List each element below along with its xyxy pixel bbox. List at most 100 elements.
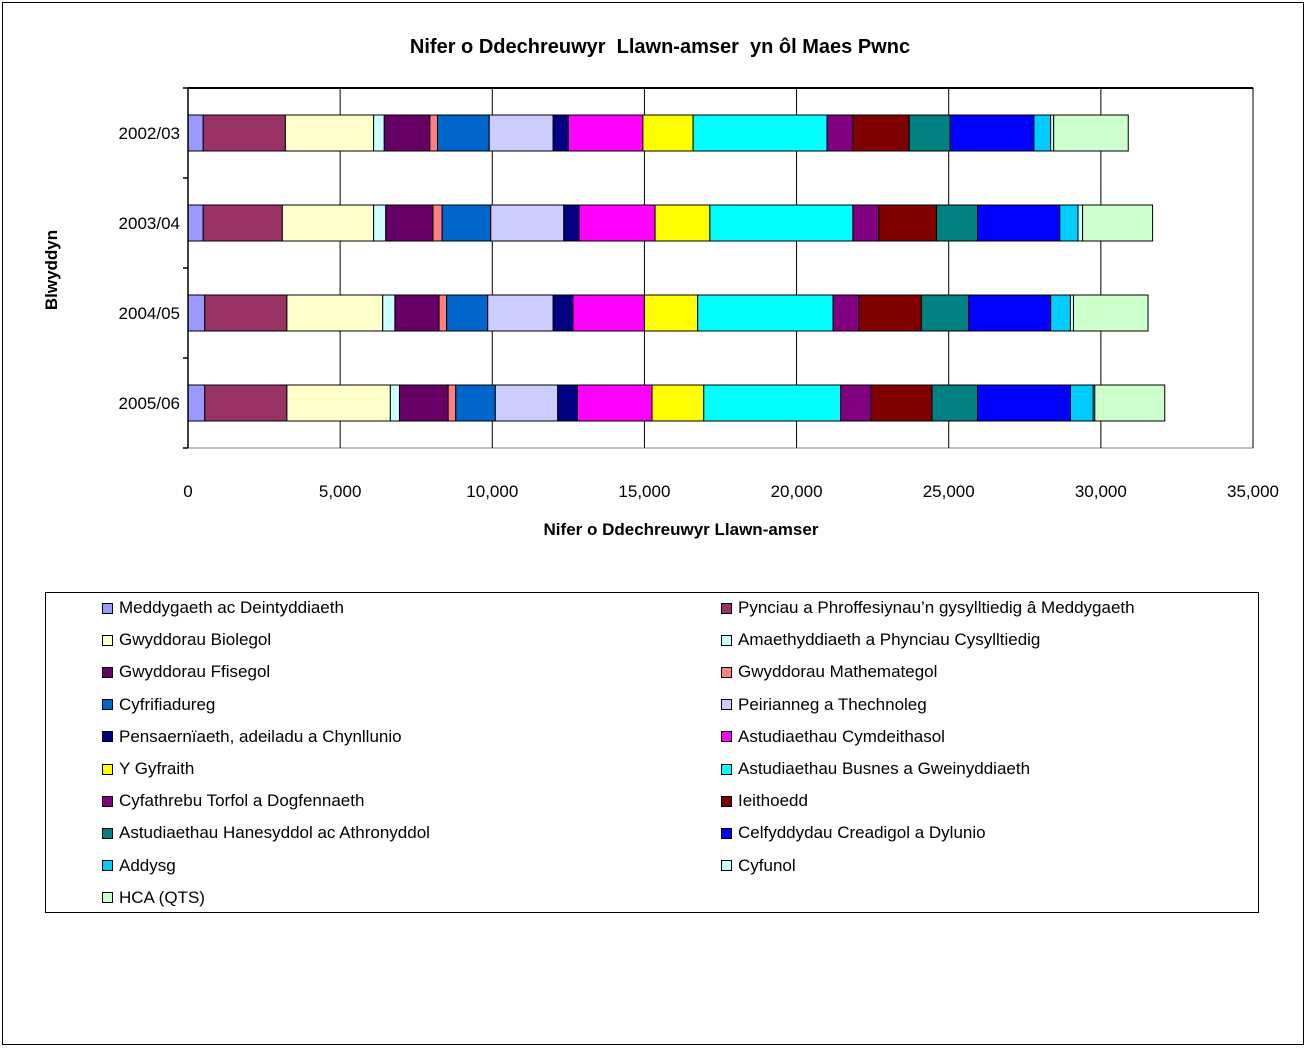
legend-label: HCA (QTS)	[119, 887, 205, 907]
legend-item: Pensaernïaeth, adeiladu a Chynllunio	[102, 726, 402, 748]
bar-segment	[642, 114, 694, 152]
bar-segment	[187, 384, 206, 422]
legend-label: Meddygaeth ac Deintyddiaeth	[119, 598, 344, 617]
bar-segment	[858, 294, 922, 332]
legend-item: Celfyddydau Creadigol a Dylunio	[721, 822, 986, 844]
bar-segment	[286, 384, 391, 422]
bar-segment	[852, 114, 910, 152]
bar-segment	[1072, 294, 1149, 332]
bar-segment	[567, 114, 644, 152]
bar-segment	[1050, 294, 1071, 332]
legend-label: Celfyddydau Creadigol a Dylunio	[738, 823, 986, 843]
legend-item: HCA (QTS)	[102, 887, 205, 909]
legend-item: Amaethyddiaeth a Phynciau Cysylltiedig	[721, 629, 1040, 651]
x-tick-label: 10,000	[466, 482, 518, 501]
bar-segment	[852, 204, 880, 242]
legend-label: Gwyddorau Mathemategol	[738, 662, 938, 682]
bar-segment	[578, 204, 656, 242]
legend-swatch	[102, 860, 113, 872]
legend-label: Amaethyddiaeth a Phynciau Cysylltiedig	[738, 630, 1041, 650]
chart-canvas: Nifer o Ddechreuwyr Llawn-amser yn ôl Ma…	[42, 36, 1279, 539]
legend-swatch	[721, 860, 732, 872]
x-tick-label: 30,000	[1075, 482, 1127, 501]
bar-segment	[1059, 204, 1079, 242]
x-tick-label: 0	[183, 482, 192, 501]
bar-segment	[429, 114, 439, 152]
bar-segment	[936, 204, 979, 242]
bar-segment	[643, 294, 699, 332]
bar-segment	[1033, 114, 1052, 152]
x-tick-label: 15,000	[618, 482, 670, 501]
legend-item: Gwyddorau Mathemategol	[721, 661, 937, 683]
x-axis-label: Nifer o Ddechreuwyr Llawn-amser	[544, 520, 819, 539]
legend-item: Peirianneg a Thechnoleg	[721, 694, 927, 716]
legend-swatch	[102, 892, 113, 904]
legend-item: Gwyddorau Ffisegol	[102, 661, 270, 683]
legend-item: Cyfathrebu Torfol a Dogfennaeth	[102, 790, 364, 812]
y-axis-label: Blwyddyn	[42, 230, 61, 310]
bar-segment	[709, 204, 854, 242]
bar-segment	[281, 204, 375, 242]
bar-segment	[977, 384, 1071, 422]
legend-swatch	[721, 827, 732, 839]
bar-segment	[373, 114, 385, 152]
legend-item: Meddygaeth ac Deintyddiaeth	[102, 597, 344, 619]
bar-segment	[438, 294, 448, 332]
bar-segment	[826, 114, 854, 152]
bar-segment	[202, 114, 286, 152]
bar-segment	[284, 114, 375, 152]
plot-area: 2002/03 2003/04 2004/05 2005/06 0 5,000 10,000…	[119, 87, 1279, 501]
legend-swatch	[721, 602, 732, 614]
legend-swatch	[102, 731, 113, 743]
legend-item: Astudiaethau Busnes a Gweinyddiaeth	[721, 758, 1030, 780]
legend-item: Pynciau a Phroffesiynau’n gysylltiedig â…	[721, 597, 1135, 619]
bar-segment	[576, 384, 653, 422]
bar-segment	[552, 294, 574, 332]
bar-segment	[703, 384, 842, 422]
legend-label: Astudiaethau Cymdeithasol	[738, 726, 945, 746]
y-tick-label: 2004/05	[119, 304, 180, 323]
bar-segment	[455, 384, 496, 422]
bar-segment	[977, 204, 1061, 242]
legend-item: Gwyddorau Biolegol	[102, 629, 271, 651]
bar-segment	[437, 114, 490, 152]
bar-segment	[446, 294, 489, 332]
bar-segment	[494, 384, 559, 422]
bar-segment	[441, 204, 492, 242]
bar-segment	[651, 384, 705, 422]
bar-segment	[1077, 204, 1084, 242]
legend-label: Gwyddorau Biolegol	[119, 630, 272, 650]
legend-swatch	[102, 634, 113, 646]
bar-segment	[204, 384, 288, 422]
legend-label: Cyfrifiadureg	[119, 694, 216, 714]
bar-segment	[204, 294, 288, 332]
bar-segment	[394, 294, 440, 332]
chart-title: Nifer o Ddechreuwyr Llawn-amser yn ôl Ma…	[410, 36, 910, 58]
y-tick-label: 2003/04	[119, 214, 180, 233]
bar-segment	[187, 204, 204, 242]
x-tick-label: 35,000	[1227, 482, 1279, 501]
bar-segment	[383, 114, 431, 152]
legend-item: Addysg	[102, 855, 176, 877]
legend-swatch	[721, 666, 732, 678]
legend-label: Peirianneg a Thechnoleg	[738, 694, 927, 714]
bar-segment	[490, 204, 565, 242]
legend-swatch	[721, 634, 732, 646]
legend-swatch	[721, 795, 732, 807]
bar-segment	[654, 204, 711, 242]
bar-segment	[557, 384, 578, 422]
bar-segment	[1082, 204, 1154, 242]
legend-swatch	[102, 827, 113, 839]
bar-segment	[949, 114, 1035, 152]
bar-segment	[373, 204, 387, 242]
bar-segment	[692, 114, 828, 152]
bar-segment	[1053, 114, 1129, 152]
bar-segment	[389, 384, 400, 422]
bar-segment	[552, 114, 569, 152]
bar-segment	[832, 294, 860, 332]
bar-segment	[487, 294, 554, 332]
x-tick-label: 5,000	[319, 482, 362, 501]
bar-segment	[432, 204, 443, 242]
legend-label: Pensaernïaeth, adeiladu a Chynllunio	[119, 726, 402, 746]
